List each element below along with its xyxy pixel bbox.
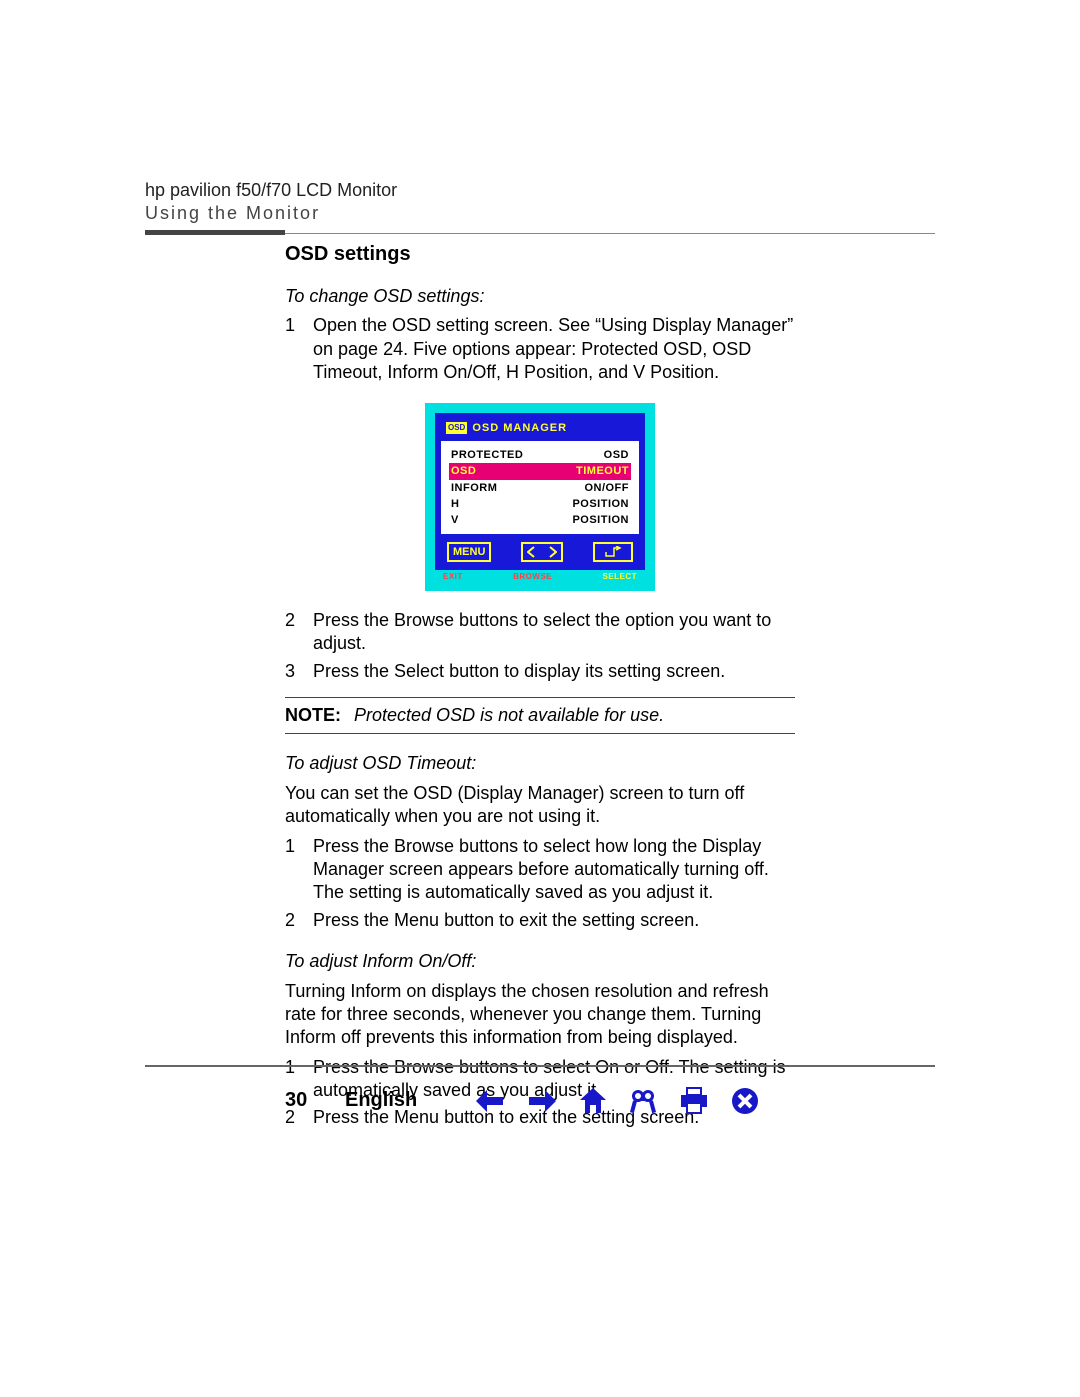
step-text: Press the Select button to display its s… <box>313 660 795 683</box>
osd-footer-browse: BROWSE <box>513 572 552 582</box>
osd-title: OSD MANAGER <box>472 421 567 435</box>
osd-browse-button <box>521 542 563 562</box>
close-icon[interactable] <box>731 1087 759 1115</box>
section-heading: OSD settings <box>285 241 795 267</box>
header-rule <box>145 230 935 235</box>
osd-button-row: MENU <box>441 534 639 564</box>
osd-footer-labels: EXIT BROWSE SELECT <box>435 570 645 586</box>
doc-title: hp pavilion f50/f70 LCD Monitor <box>145 180 935 201</box>
print-icon[interactable] <box>679 1087 709 1115</box>
osd-badge: OSD <box>445 421 468 435</box>
content-body: OSD settings To change OSD settings: 1Op… <box>285 241 795 1130</box>
step-text: Press the Browse buttons to select how l… <box>313 835 795 905</box>
steps-osd-timeout: 1Press the Browse buttons to select how … <box>285 835 795 933</box>
subheading-osd-timeout: To adjust OSD Timeout: <box>285 752 795 775</box>
osd-row-timeout: OSDTIMEOUT <box>449 463 631 479</box>
search-icon[interactable] <box>629 1087 657 1115</box>
step-text: Press the Browse buttons to select the o… <box>313 609 795 656</box>
osd-select-button <box>593 542 633 562</box>
osd-menu-button: MENU <box>447 542 491 562</box>
page-footer: 30 English <box>145 1065 935 1115</box>
note-block: NOTE: Protected OSD is not available for… <box>285 697 795 734</box>
nav-icon-row <box>475 1087 759 1115</box>
para-osd-timeout: You can set the OSD (Display Manager) sc… <box>285 782 795 829</box>
osd-row-v: VPOSITION <box>449 512 631 528</box>
osd-option-list: PROTECTEDOSD OSDTIMEOUT INFORMON/OFF HPO… <box>441 441 639 534</box>
subheading-change-osd: To change OSD settings: <box>285 285 795 308</box>
step-text: Press the Menu button to exit the settin… <box>313 909 795 932</box>
osd-row-protected: PROTECTEDOSD <box>449 447 631 463</box>
note-text: Protected OSD is not available for use. <box>354 705 664 725</box>
steps-change-osd-cont: 2Press the Browse buttons to select the … <box>285 609 795 683</box>
page-header: hp pavilion f50/f70 LCD Monitor Using th… <box>145 180 935 235</box>
osd-row-h: HPOSITION <box>449 496 631 512</box>
para-inform: Turning Inform on displays the chosen re… <box>285 980 795 1050</box>
language-label: English <box>345 1089 475 1112</box>
osd-footer-select: SELECT <box>602 572 637 582</box>
subheading-inform: To adjust Inform On/Off: <box>285 950 795 973</box>
footer-rule <box>145 1065 935 1067</box>
steps-change-osd: 1Open the OSD setting screen. See “Using… <box>285 314 795 384</box>
note-label: NOTE: <box>285 705 341 725</box>
step-text: Open the OSD setting screen. See “Using … <box>313 314 795 384</box>
osd-row-inform: INFORMON/OFF <box>449 480 631 496</box>
osd-titlebar: OSD OSD MANAGER <box>441 419 639 441</box>
doc-subtitle: Using the Monitor <box>145 203 935 224</box>
page-number: 30 <box>285 1089 345 1112</box>
osd-manager-figure: OSD OSD MANAGER PROTECTEDOSD OSDTIMEOUT … <box>425 403 655 591</box>
osd-footer-exit: EXIT <box>443 572 463 582</box>
next-page-icon[interactable] <box>527 1088 557 1114</box>
prev-page-icon[interactable] <box>475 1088 505 1114</box>
home-icon[interactable] <box>579 1087 607 1115</box>
